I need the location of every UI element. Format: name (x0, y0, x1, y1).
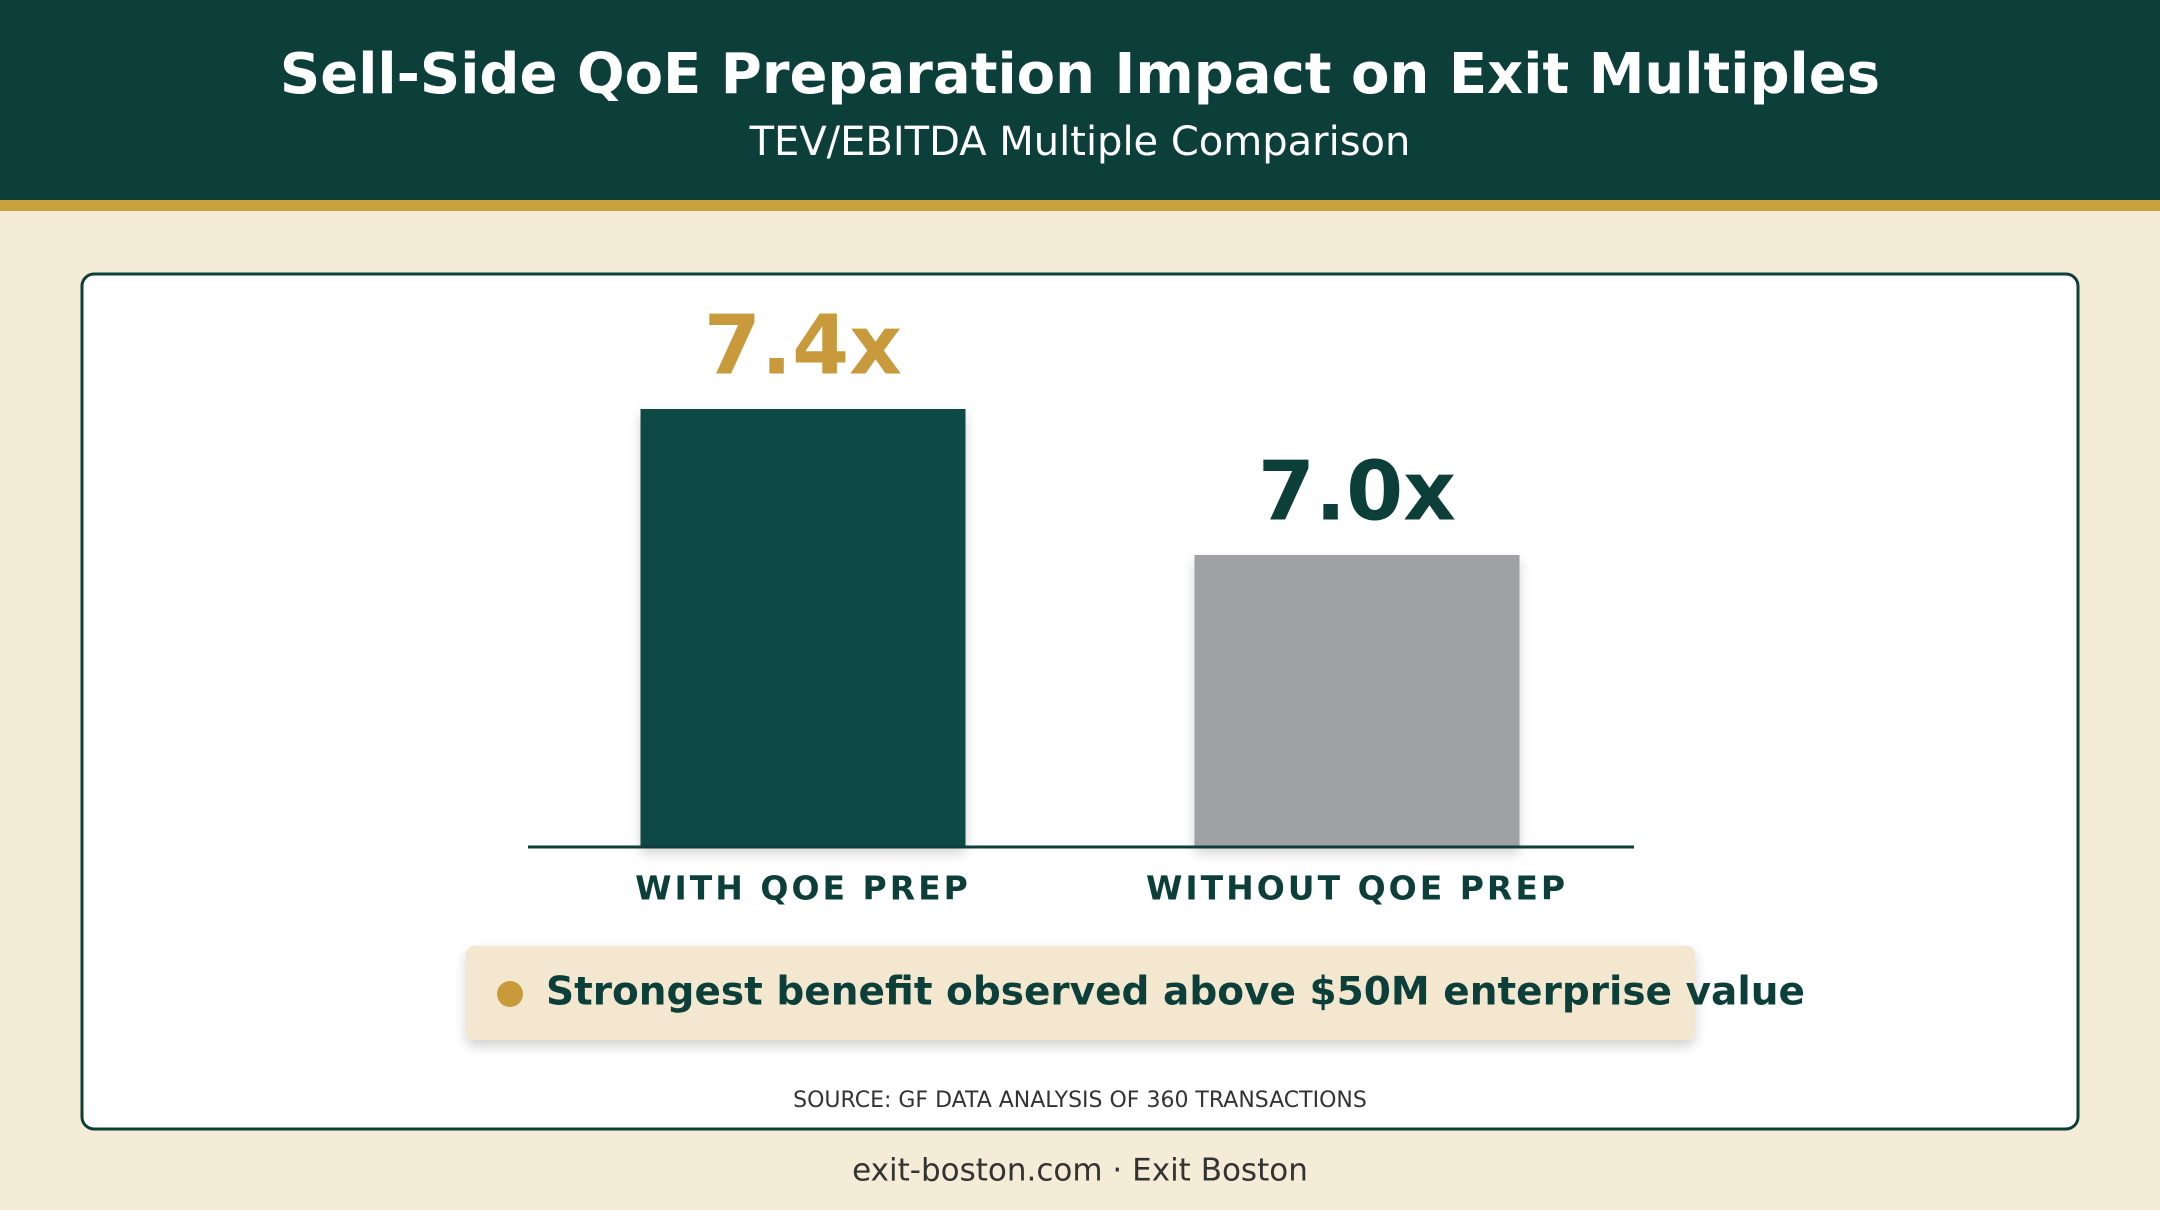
category-label: WITH QOE PREP (635, 869, 971, 908)
value-label: 7.4x (704, 298, 902, 393)
note: Strongest benefit observed above $50M en… (546, 970, 1805, 1015)
note-bullet (497, 981, 523, 1007)
note-box (466, 946, 1695, 1040)
category-label: WITHOUT QOE PREP (1146, 869, 1568, 908)
bar (640, 409, 966, 847)
plot: 7.4x WITH QOE PREP 7.0x WITHOUT QOE PREP (528, 298, 1634, 908)
title: Sell-Side QoE Preparation Impact on Exit… (280, 42, 1880, 107)
subtitle: TEV/EBITDA Multiple Comparison (749, 119, 1411, 165)
footer: exit-boston.com · Exit Boston (852, 1153, 1308, 1189)
source: SOURCE: GF DATA ANALYSIS OF 360 TRANSACT… (793, 1088, 1367, 1113)
value-label: 7.0x (1258, 444, 1456, 539)
bar (1194, 555, 1520, 847)
card (80, 272, 2080, 1131)
header (0, 0, 2160, 200)
header-stripe (0, 200, 2160, 211)
